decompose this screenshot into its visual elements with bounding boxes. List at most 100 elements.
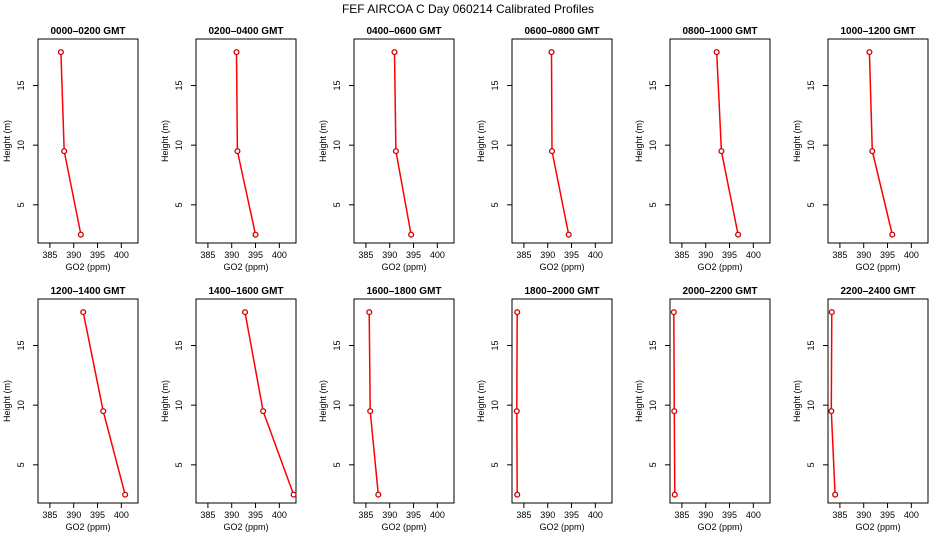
data-point: [233, 49, 240, 56]
data-point: [828, 309, 835, 316]
x-tick-label: 390: [856, 250, 871, 260]
y-tick-label: 10: [16, 400, 26, 410]
y-tick-label: 15: [174, 81, 184, 91]
x-tick-label: 400: [588, 250, 603, 260]
data-point: [375, 491, 382, 498]
x-tick-label: 395: [406, 250, 421, 260]
panel-12: 2200–2400 GMT 385 390 395 400 5 10 15 GO2 (ppm) H…: [792, 286, 929, 532]
x-tick-label: 385: [42, 250, 57, 260]
data-point: [392, 148, 399, 155]
x-tick-label: 385: [674, 250, 689, 260]
x-tick-label: 385: [832, 510, 847, 520]
panel-10: 1800–2000 GMT 385 390 395 400 5 10 15 GO2 (ppm) H…: [476, 286, 613, 532]
y-tick-label: 5: [174, 202, 184, 207]
y-tick-label: 15: [332, 81, 342, 91]
y-tick-label: 10: [174, 140, 184, 150]
x-tick-label: 390: [66, 250, 81, 260]
profile-line: [235, 52, 257, 235]
y-tick-label: 5: [332, 462, 342, 467]
x-axis-label: GO2 (ppm): [65, 522, 110, 532]
data-point: [367, 408, 374, 415]
y-tick-label: 10: [16, 140, 26, 150]
x-axis-label: GO2 (ppm): [381, 522, 426, 532]
y-tick-label: 10: [648, 400, 658, 410]
panel-2: 0200–0400 GMT 385 390 395 400 5 10 15 GO2 (ppm) H…: [160, 26, 297, 272]
x-tick-label: 400: [904, 510, 919, 520]
x-tick-label: 400: [430, 510, 445, 520]
x-tick-label: 400: [746, 250, 761, 260]
y-axis-label: Height (m): [318, 120, 328, 162]
data-point: [514, 309, 521, 316]
y-tick-label: 5: [16, 202, 26, 207]
data-point: [252, 231, 259, 238]
y-tick-label: 15: [648, 81, 658, 91]
data-point: [735, 231, 742, 238]
panel-title: 2000–2200 GMT: [682, 286, 757, 297]
panel-6: 1000–1200 GMT 385 390 395 400 5 10 15 GO2 (ppm) H…: [792, 26, 929, 272]
panel-title: 0000–0200 GMT: [50, 26, 125, 37]
y-tick-label: 15: [648, 341, 658, 351]
profile-line: [830, 312, 836, 495]
x-tick-label: 400: [904, 250, 919, 260]
data-point: [61, 148, 68, 155]
x-axis-label: GO2 (ppm): [855, 522, 900, 532]
y-tick-label: 10: [806, 140, 816, 150]
y-tick-label: 5: [16, 462, 26, 467]
data-point: [77, 231, 84, 238]
x-tick-label: 395: [90, 250, 105, 260]
y-axis-label: Height (m): [160, 120, 170, 162]
panel-8: 1400–1600 GMT 385 390 395 400 5 10 15 GO2 (ppm) H…: [160, 286, 297, 532]
data-point: [513, 408, 520, 415]
y-tick-label: 5: [806, 202, 816, 207]
y-tick-label: 15: [490, 81, 500, 91]
profile-line: [868, 52, 894, 235]
profile-line: [393, 52, 412, 235]
x-tick-label: 395: [564, 510, 579, 520]
data-point: [57, 49, 64, 56]
data-point: [866, 49, 873, 56]
panel-11: 2000–2200 GMT 385 390 395 400 5 10 15 GO2 (ppm) H…: [634, 286, 771, 532]
panel-title: 1000–1200 GMT: [840, 26, 915, 37]
x-tick-label: 385: [832, 250, 847, 260]
y-axis-label: Height (m): [2, 380, 12, 422]
plot-frame: [37, 298, 139, 504]
y-tick-label: 10: [332, 140, 342, 150]
data-point: [290, 491, 297, 498]
x-tick-label: 395: [564, 250, 579, 260]
x-tick-label: 385: [674, 510, 689, 520]
data-point: [234, 148, 241, 155]
x-tick-label: 395: [722, 510, 737, 520]
plot-frame: [195, 298, 297, 504]
x-axis-label: GO2 (ppm): [539, 262, 584, 272]
y-tick-label: 15: [490, 341, 500, 351]
x-axis-label: GO2 (ppm): [381, 262, 426, 272]
x-tick-label: 400: [588, 510, 603, 520]
y-axis-label: Height (m): [160, 380, 170, 422]
plot-frame: [669, 298, 771, 504]
x-tick-label: 385: [358, 250, 373, 260]
data-point: [832, 491, 839, 498]
data-point: [408, 231, 415, 238]
data-point: [670, 309, 677, 316]
y-axis-label: Height (m): [318, 380, 328, 422]
x-tick-label: 390: [224, 250, 239, 260]
x-tick-label: 400: [746, 510, 761, 520]
x-tick-label: 385: [516, 250, 531, 260]
y-tick-label: 15: [16, 81, 26, 91]
y-tick-label: 5: [174, 462, 184, 467]
x-axis-label: GO2 (ppm): [539, 522, 584, 532]
y-axis-label: Height (m): [792, 380, 802, 422]
x-tick-label: 390: [382, 510, 397, 520]
plot-frame: [827, 38, 929, 244]
data-point: [366, 309, 373, 316]
y-tick-label: 10: [806, 400, 816, 410]
profile-line: [673, 312, 676, 495]
data-point: [391, 49, 398, 56]
profile-line: [82, 311, 126, 495]
x-tick-label: 385: [42, 510, 57, 520]
data-point: [241, 309, 249, 316]
y-tick-label: 15: [16, 341, 26, 351]
y-axis-label: Height (m): [634, 120, 644, 162]
x-tick-label: 395: [880, 250, 895, 260]
profile-line: [715, 52, 739, 235]
